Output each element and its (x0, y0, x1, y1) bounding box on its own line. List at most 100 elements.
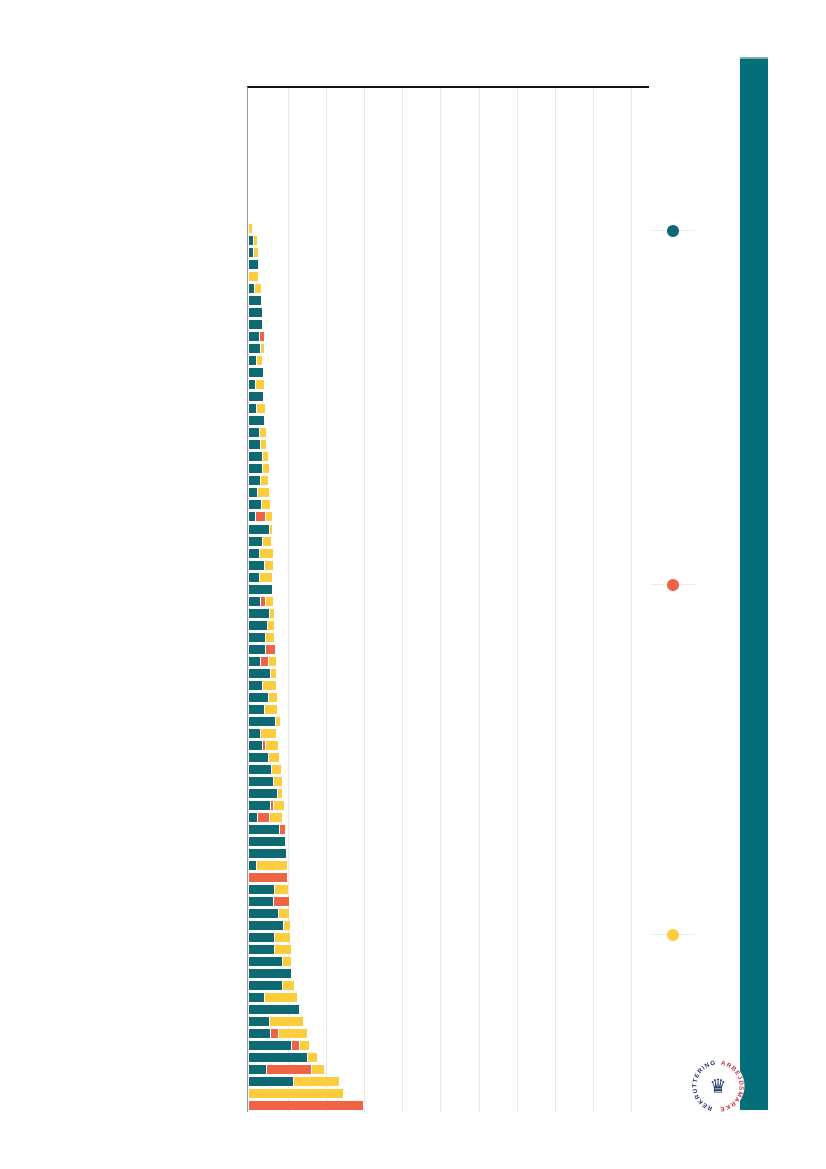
bar-segment-teal (249, 825, 279, 834)
gridline (554, 88, 556, 1112)
bar-segment-yellow (270, 1017, 303, 1026)
bar-segment-teal (249, 801, 270, 810)
bar-segment-teal (249, 693, 268, 702)
bar-row (249, 1089, 343, 1098)
side-brand-band (740, 57, 768, 1110)
bar-row (249, 452, 268, 461)
bar-row (249, 837, 285, 846)
bar-row (249, 1005, 299, 1014)
bar-segment-orange (271, 1029, 278, 1038)
bar-row (249, 525, 272, 534)
bar-segment-orange (271, 801, 273, 810)
gridline (287, 88, 289, 1112)
bar-row (249, 356, 262, 365)
gridline (440, 88, 442, 1112)
bar-segment-yellow (265, 561, 273, 570)
bar-segment-teal (249, 573, 259, 582)
legend-dot-teal (667, 225, 679, 237)
bar-segment-yellow (274, 801, 284, 810)
bar-segment-teal (249, 933, 274, 942)
bar-segment-yellow (278, 789, 282, 798)
bar-row (249, 392, 263, 401)
bar-segment-teal (249, 1017, 269, 1026)
bar-row (249, 753, 279, 762)
bar-segment-teal (249, 645, 265, 654)
bar-segment-yellow (266, 597, 273, 606)
bar-segment-yellow (283, 957, 291, 966)
agency-stamp-logo: ARBEJDSMARKED REKRUTTERING ♛ (691, 1059, 745, 1113)
bar-row (249, 224, 252, 233)
bar-segment-teal (249, 741, 262, 750)
bar-segment-yellow (269, 657, 276, 666)
bar-segment-yellow (275, 885, 288, 894)
bar-row (249, 332, 264, 341)
bar-row (249, 512, 272, 521)
bar-row (249, 885, 288, 894)
gridline (593, 88, 595, 1112)
bar-row (249, 633, 274, 642)
bar-segment-yellow (266, 633, 274, 642)
bar-segment-yellow (270, 813, 282, 822)
bar-segment-orange (263, 741, 265, 750)
bar-segment-teal (249, 957, 282, 966)
bar-segment-teal (249, 837, 285, 846)
bar-segment-teal (249, 849, 286, 858)
bar-segment-teal (249, 753, 268, 762)
bar-segment-teal (249, 284, 254, 293)
bar-row (249, 585, 272, 594)
bar-segment-teal (249, 1065, 266, 1074)
bar-segment-teal (249, 681, 262, 690)
bar-segment-orange (258, 813, 269, 822)
bar-segment-teal (249, 777, 273, 786)
bar-segment-yellow (260, 549, 273, 558)
bar-segment-teal (249, 585, 272, 594)
bar-segment-yellow (263, 452, 268, 461)
bar-row (249, 909, 289, 918)
bar-segment-teal (249, 657, 260, 666)
bar-segment-yellow (266, 512, 272, 521)
bar-segment-yellow (261, 440, 266, 449)
bar-segment-yellow (255, 284, 261, 293)
bar-segment-teal (249, 404, 256, 413)
bar-segment-teal (249, 452, 262, 461)
gridline (516, 88, 518, 1112)
side-brand-band-top-edge (740, 57, 768, 59)
bar-row (249, 440, 266, 449)
bar-segment-yellow (260, 573, 272, 582)
bar-segment-teal (249, 368, 263, 377)
bar-segment-teal (249, 512, 255, 521)
bar-segment-teal (249, 1041, 291, 1050)
bar-row (249, 705, 277, 714)
gridline (478, 88, 480, 1112)
bar-row (249, 284, 261, 293)
bar-segment-teal (249, 921, 283, 930)
bar-segment-yellow (257, 861, 287, 870)
bar-row (249, 272, 258, 281)
bar-row (249, 741, 278, 750)
bar-row (249, 404, 265, 413)
bar-row (249, 260, 258, 269)
bar-segment-yellow (269, 693, 277, 702)
bar-row (249, 693, 277, 702)
bar-row (249, 344, 264, 353)
bar-segment-teal (249, 561, 264, 570)
bar-segment-yellow (256, 380, 264, 389)
bar-row (249, 1017, 303, 1026)
bar-segment-yellow (279, 1029, 307, 1038)
bar-segment-yellow (294, 1077, 339, 1086)
bar-segment-yellow (266, 741, 278, 750)
bar-row (249, 801, 284, 810)
bar-segment-teal (249, 236, 253, 245)
bar-row (249, 1053, 317, 1062)
bar-row (249, 933, 290, 942)
bar-row (249, 428, 266, 437)
bar-row (249, 789, 282, 798)
bar-segment-orange (274, 897, 289, 906)
bar-segment-teal (249, 897, 273, 906)
bar-segment-teal (249, 488, 257, 497)
bar-segment-teal (249, 500, 261, 509)
bar-row (249, 549, 273, 558)
bar-segment-teal (249, 765, 271, 774)
bar-segment-yellow (263, 537, 271, 546)
